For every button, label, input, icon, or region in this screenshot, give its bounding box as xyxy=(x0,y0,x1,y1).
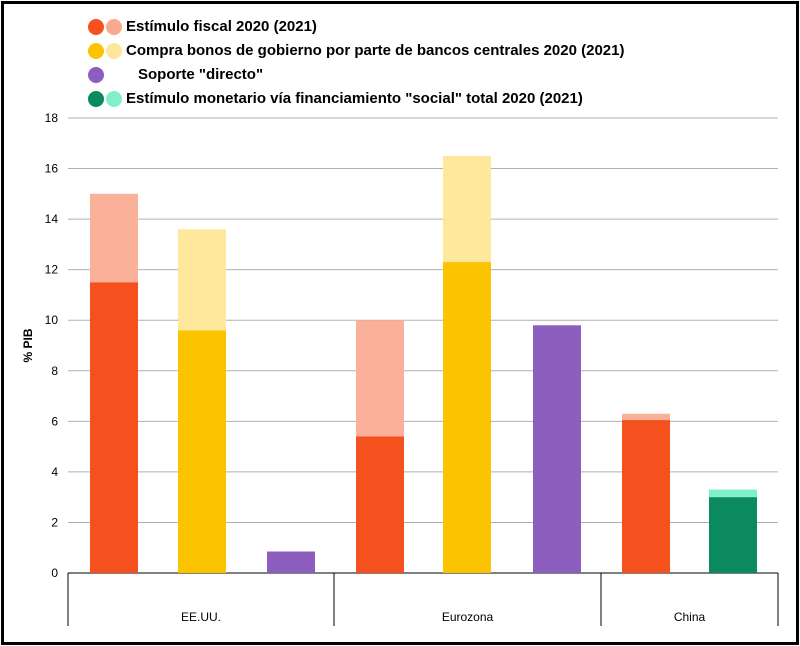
y-tick-label: 0 xyxy=(51,566,58,580)
y-tick-label: 10 xyxy=(45,313,59,327)
x-group-label: Eurozona xyxy=(442,610,494,624)
legend-label: Soporte "directo" xyxy=(138,66,264,83)
bar-segment-2020 xyxy=(443,262,491,573)
legend-swatch xyxy=(88,67,104,83)
legend-swatch xyxy=(88,43,104,59)
legend-label: Compra bonos de gobierno por parte de ba… xyxy=(126,42,625,59)
bar-segment-2020 xyxy=(356,436,404,573)
x-group-label: EE.UU. xyxy=(181,610,221,624)
legend-swatch xyxy=(88,91,104,107)
y-axis-label: % PIB xyxy=(21,328,35,362)
bar-segment-2020 xyxy=(267,551,315,573)
bar-segment-2020 xyxy=(622,420,670,573)
y-tick-label: 4 xyxy=(51,465,58,479)
y-tick-label: 2 xyxy=(51,515,58,529)
bar-segment-2020 xyxy=(90,282,138,573)
legend-label: Estímulo fiscal 2020 (2021) xyxy=(126,18,317,35)
bar-segment-2021 xyxy=(622,413,670,421)
bar-segment-2021 xyxy=(709,489,757,498)
bar-segment-2021 xyxy=(356,320,404,437)
y-tick-label: 12 xyxy=(45,263,59,277)
y-tick-label: 18 xyxy=(45,111,59,125)
bar-segment-2021 xyxy=(443,155,491,263)
y-tick-label: 16 xyxy=(45,162,59,176)
y-tick-label: 8 xyxy=(51,364,58,378)
legend-swatch xyxy=(106,43,122,59)
legend-swatch xyxy=(106,91,122,107)
x-group-label: China xyxy=(674,610,706,624)
bar-segment-2020 xyxy=(709,497,757,573)
legend-label: Estímulo monetario vía financiamiento "s… xyxy=(126,90,583,107)
legend-swatch xyxy=(88,19,104,35)
bar-segment-2021 xyxy=(178,229,226,331)
bar-segment-2020 xyxy=(533,325,581,573)
legend-swatch xyxy=(106,19,122,35)
bar-segment-2020 xyxy=(178,330,226,573)
y-tick-label: 6 xyxy=(51,414,58,428)
y-tick-label: 14 xyxy=(45,212,59,226)
bar-segment-2021 xyxy=(90,193,138,283)
